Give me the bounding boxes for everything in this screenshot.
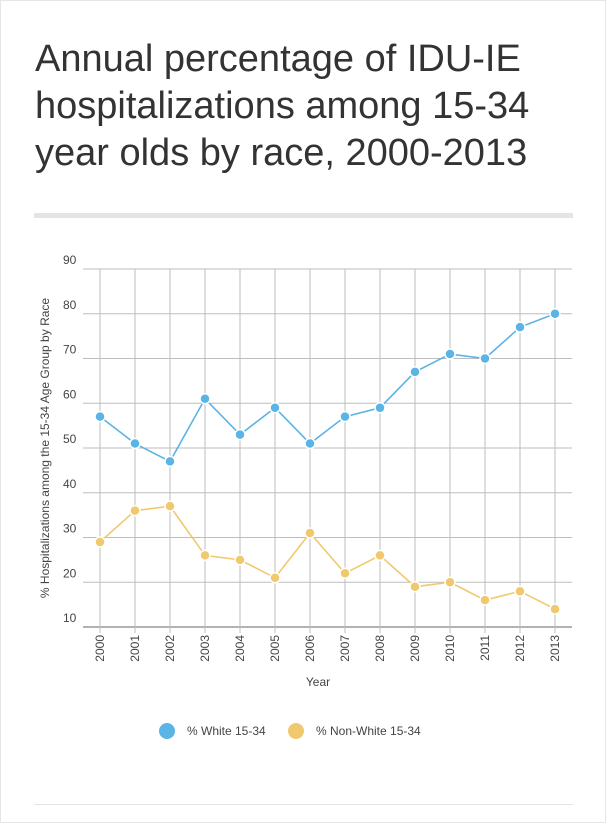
- x-tick-label: 2000: [93, 635, 107, 662]
- x-tick-label: 2011: [478, 635, 492, 661]
- chart-title: Annual percentage of IDU-IE hospitalizat…: [35, 38, 530, 174]
- x-tick-label: 2013: [548, 635, 562, 662]
- data-point: [479, 352, 491, 365]
- data-point: [199, 393, 211, 405]
- y-tick-label: 20: [63, 566, 77, 580]
- y-tick-label: 10: [63, 611, 77, 625]
- x-tick-label: 2003: [198, 635, 212, 662]
- legend-swatch: [159, 723, 175, 739]
- series-line: [99, 505, 556, 610]
- data-point: [164, 455, 176, 468]
- data-point: [94, 536, 106, 548]
- x-tick-label: 2004: [233, 635, 247, 662]
- legend-label: % Non-White 15-34: [316, 724, 421, 738]
- x-axis-label: Year: [306, 675, 330, 689]
- data-point: [129, 504, 141, 517]
- data-point: [304, 527, 316, 539]
- data-point: [374, 549, 386, 562]
- x-tick-label: 2005: [268, 635, 282, 662]
- footer-rule: [34, 804, 573, 805]
- data-point: [549, 603, 561, 615]
- y-tick-label: 30: [63, 522, 77, 536]
- legend-swatch: [288, 723, 304, 739]
- data-point: [339, 567, 351, 580]
- x-tick-label: 2002: [163, 635, 177, 662]
- x-tick-label: 2007: [338, 635, 352, 662]
- data-point: [514, 585, 526, 597]
- data-point: [409, 366, 421, 378]
- x-tick-label: 2006: [303, 635, 317, 662]
- data-point: [409, 580, 421, 593]
- y-tick-label: 50: [63, 432, 77, 446]
- x-tick-label: 2001: [128, 635, 142, 662]
- data-point: [479, 594, 491, 606]
- y-axis-label: % Hospitalizations among the 15-34 Age G…: [38, 298, 52, 599]
- data-point: [304, 437, 316, 450]
- y-tick-label: 70: [63, 343, 77, 357]
- data-point: [444, 576, 456, 588]
- data-point: [549, 308, 561, 320]
- x-tick-label: 2010: [443, 635, 457, 662]
- x-tick-label: 2008: [373, 635, 387, 662]
- data-point: [444, 348, 456, 360]
- data-point: [129, 437, 141, 450]
- data-point: [234, 554, 246, 566]
- data-point: [269, 401, 281, 414]
- series-line: [99, 313, 556, 463]
- data-point: [164, 500, 176, 512]
- x-tick-label: 2009: [408, 635, 422, 662]
- data-point: [269, 572, 281, 584]
- data-point: [374, 401, 386, 414]
- title-rule: [34, 213, 573, 218]
- y-tick-label: 80: [63, 298, 77, 312]
- data-point: [339, 410, 351, 423]
- data-point: [94, 410, 106, 423]
- legend-label: % White 15-34: [187, 724, 266, 738]
- y-tick-label: 90: [63, 253, 77, 267]
- data-point: [514, 321, 526, 333]
- y-tick-label: 40: [63, 477, 77, 491]
- x-tick-label: 2012: [513, 635, 527, 662]
- data-point: [199, 549, 211, 562]
- data-point: [234, 428, 246, 441]
- y-tick-label: 60: [63, 387, 77, 401]
